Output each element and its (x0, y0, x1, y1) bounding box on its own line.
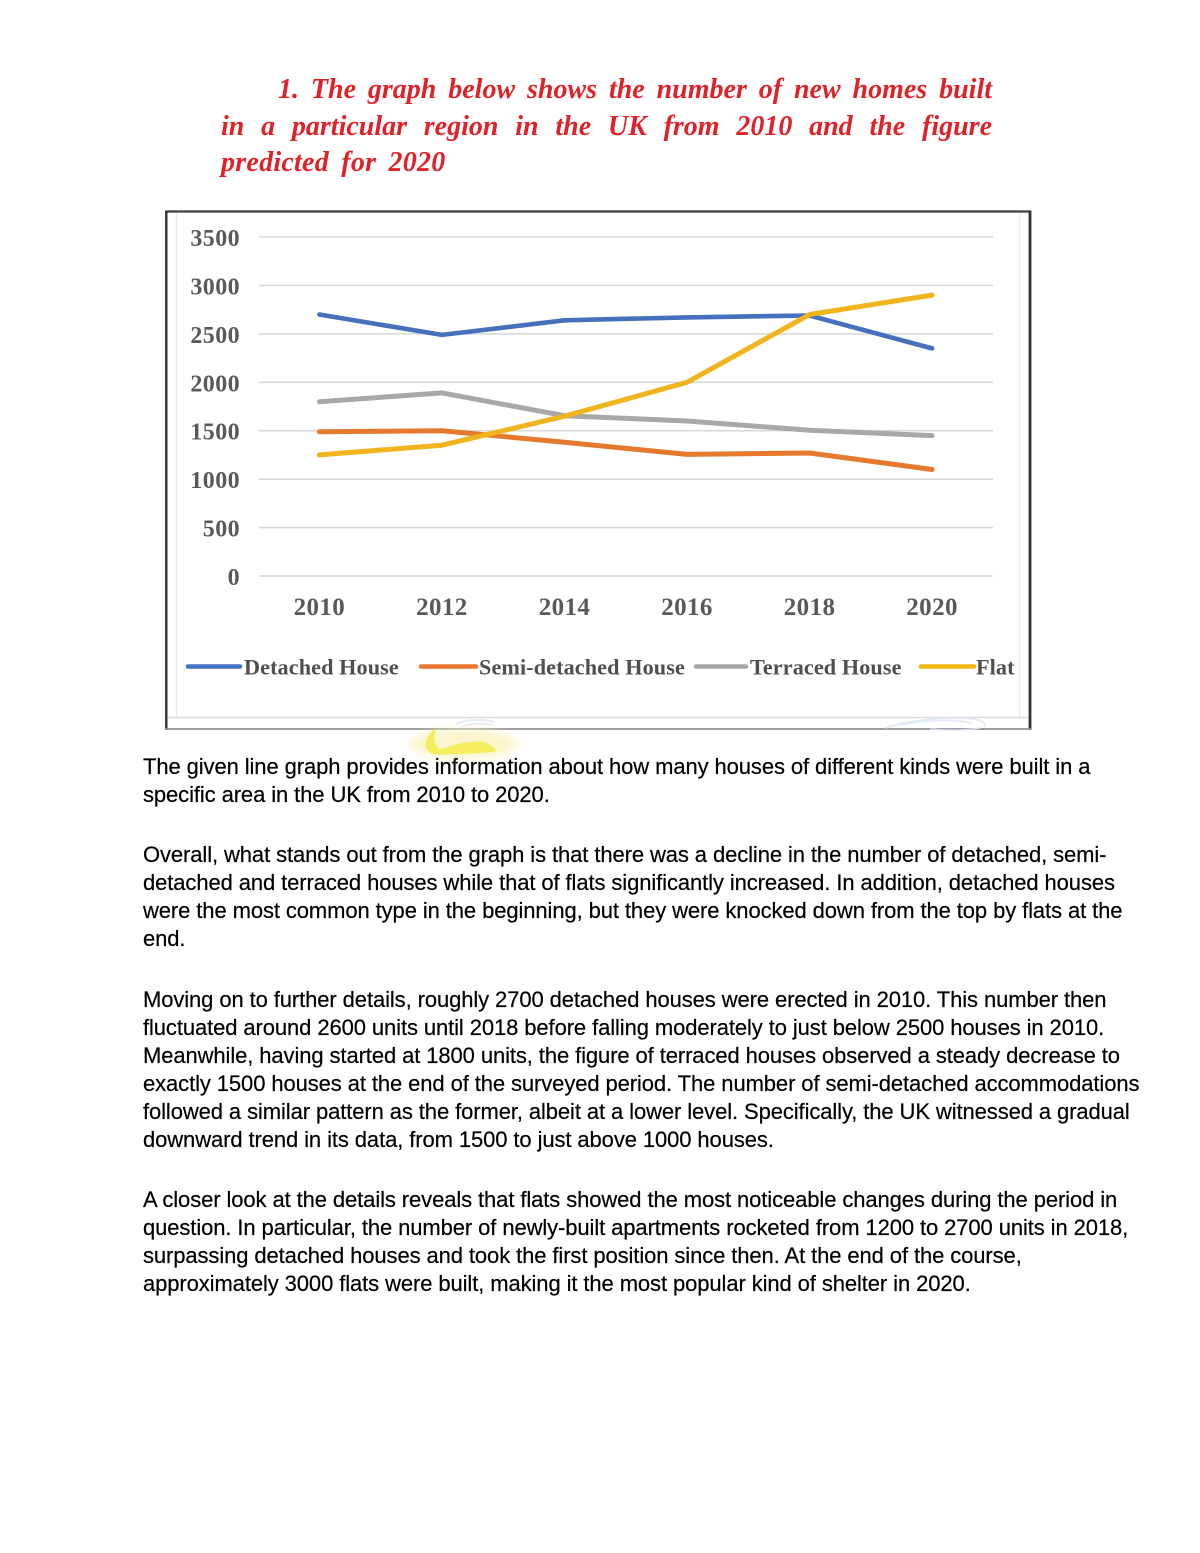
svg-text:3500: 3500 (190, 226, 240, 252)
svg-text:Flat: Flat (976, 655, 1015, 680)
svg-text:2000: 2000 (190, 371, 240, 397)
svg-text:500: 500 (203, 517, 240, 543)
svg-text:2010: 2010 (294, 594, 346, 621)
svg-text:3000: 3000 (190, 274, 240, 300)
svg-text:2012: 2012 (416, 594, 468, 621)
svg-text:2018: 2018 (784, 594, 836, 621)
svg-text:Terraced House: Terraced House (750, 655, 902, 680)
svg-text:Detached House: Detached House (244, 655, 399, 680)
svg-text:1500: 1500 (190, 420, 240, 446)
svg-text:2500: 2500 (190, 323, 240, 349)
svg-text:Semi-detached House: Semi-detached House (479, 655, 685, 680)
svg-text:1000: 1000 (190, 468, 240, 494)
svg-text:2016: 2016 (661, 594, 713, 621)
svg-text:0: 0 (228, 565, 240, 591)
svg-text:2020: 2020 (906, 594, 958, 621)
svg-text:2014: 2014 (539, 594, 591, 621)
